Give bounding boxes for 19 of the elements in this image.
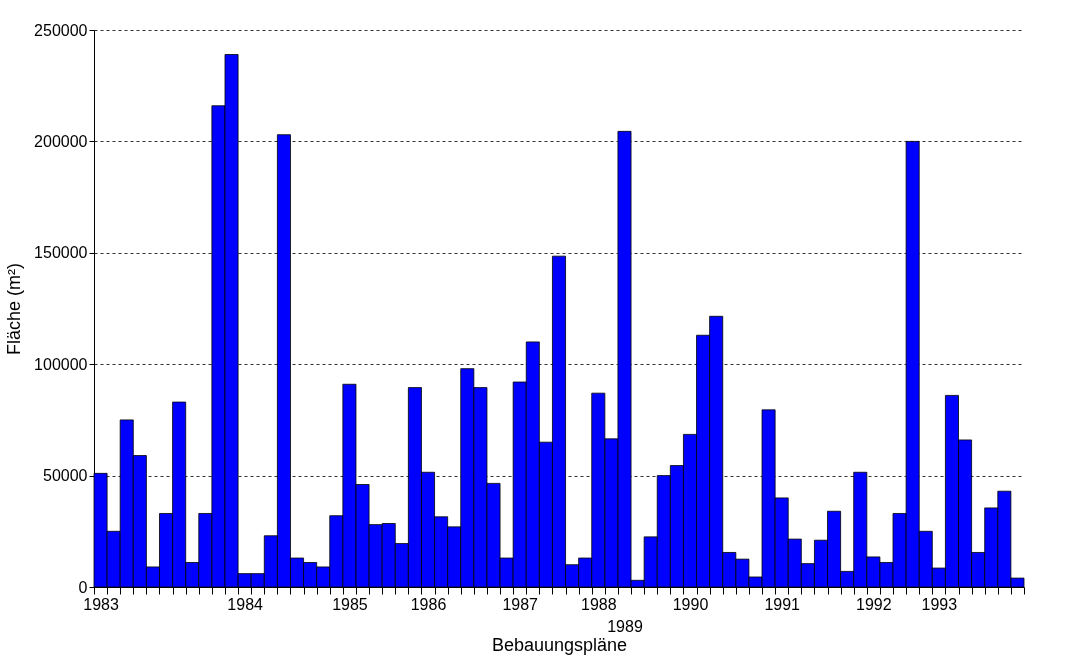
x-tick-label: 1991 [764, 595, 801, 613]
x-tick-label: 1993 [921, 595, 958, 613]
y-tick-label: 250000 [34, 21, 88, 39]
x-tick-label: 1989 [607, 617, 643, 635]
x-axis-title: Bebauungspläne [491, 634, 628, 655]
y-axis-title: Fläche (m²) [4, 262, 25, 356]
y-tick-label: 0 [78, 578, 88, 596]
y-tick-label: 150000 [34, 244, 88, 262]
y-tick-label: 50000 [43, 467, 88, 485]
x-tick-label: 1983 [83, 595, 119, 613]
x-tick-label: 1984 [227, 595, 264, 613]
x-tick-label: 1986 [410, 595, 447, 613]
x-tick-label: 1985 [332, 595, 368, 613]
x-tick-label: 1988 [581, 595, 617, 613]
x-tick-label: 1987 [502, 595, 539, 613]
y-tick-label: 200000 [34, 132, 88, 150]
x-tick-label: 1990 [672, 595, 709, 613]
x-tick-label: 1992 [856, 595, 892, 613]
y-tick-label: 100000 [34, 355, 88, 373]
